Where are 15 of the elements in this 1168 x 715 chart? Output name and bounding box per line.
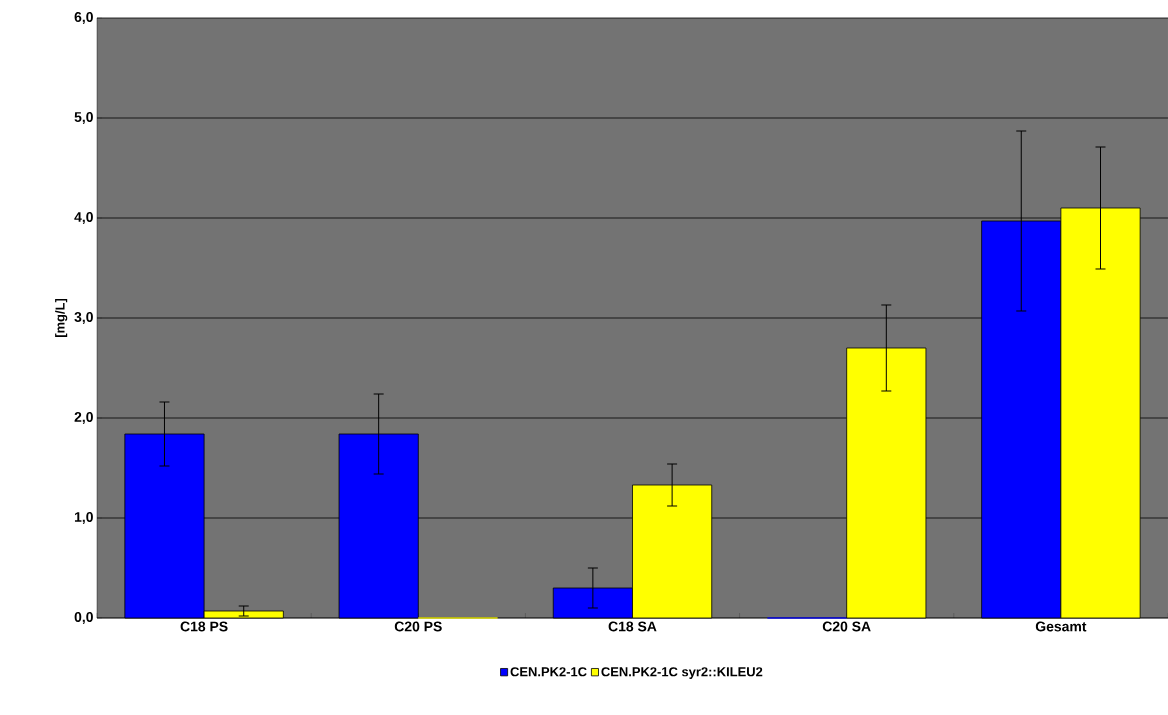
y-axis-title: [mg/L] [55, 298, 68, 338]
legend-label: CEN.PK2-1C syr2::KILEU2 [601, 667, 763, 679]
y-tick-label: 5,0 [74, 112, 93, 124]
x-tick-label: C20 PS [394, 621, 442, 632]
y-tick-label: 1,0 [74, 512, 93, 524]
y-tick-label: 3,0 [74, 312, 93, 324]
y-tick-label: 0,0 [74, 612, 93, 624]
legend-label: CEN.PK2-1C [510, 667, 587, 677]
x-tick-label: C20 SA [822, 621, 871, 632]
y-tick-label: 6,0 [74, 12, 93, 24]
x-tick-label: C18 PS [180, 621, 228, 632]
y-tick-label: 2,0 [74, 412, 93, 424]
x-tick-label: C18 SA [608, 621, 657, 632]
x-tick-label: Gesamt [1035, 621, 1087, 632]
y-tick-label: 4,0 [74, 212, 93, 224]
